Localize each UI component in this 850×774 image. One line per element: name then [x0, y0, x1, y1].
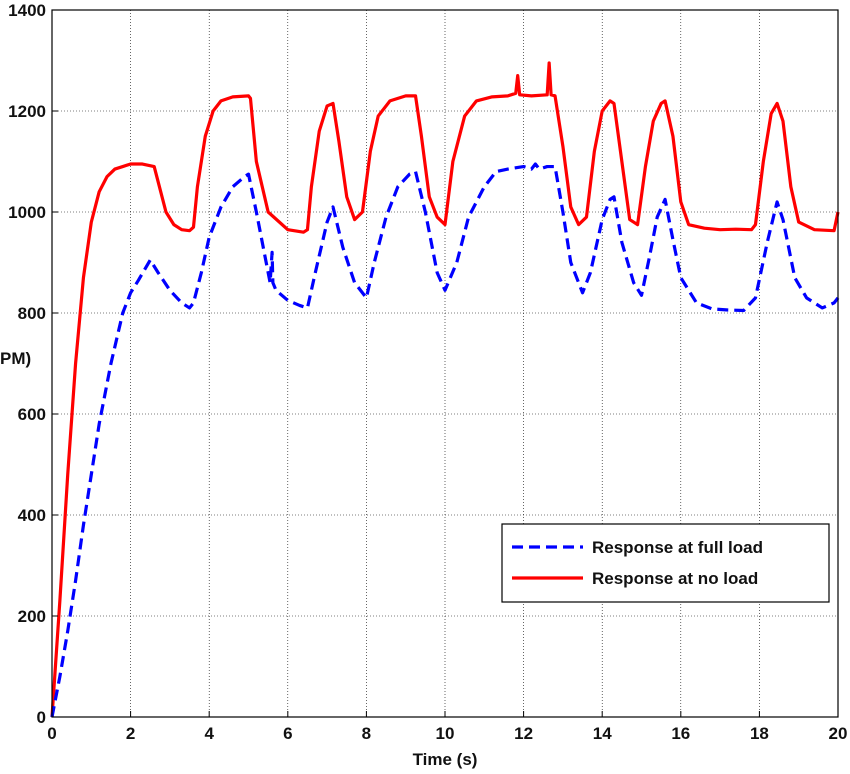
y-tick-label: 800 [18, 304, 46, 323]
legend: Response at full load Response at no loa… [501, 523, 830, 603]
y-tick-label: 1000 [8, 203, 46, 222]
legend-box [501, 523, 830, 603]
x-tick-label: 20 [829, 724, 848, 743]
y-tick-label: 600 [18, 405, 46, 424]
legend-label-no-load: Response at no load [592, 569, 758, 588]
y-tick-label: 0 [37, 708, 46, 727]
x-tick-label: 6 [283, 724, 292, 743]
x-tick-label: 14 [593, 724, 612, 743]
legend-label-full-load: Response at full load [592, 538, 763, 557]
y-tick-label: 1200 [8, 102, 46, 121]
series-line-no-load [50, 61, 840, 718]
y-tick-label: 400 [18, 506, 46, 525]
x-tick-label: 16 [671, 724, 690, 743]
x-axis-title: Time (s) [413, 750, 478, 769]
x-tick-label: 18 [750, 724, 769, 743]
x-tick-label: 2 [126, 724, 135, 743]
x-tick-label: 4 [204, 724, 214, 743]
y-tick-label: 1400 [8, 1, 46, 20]
y-axis-title: PM) [0, 349, 31, 368]
x-tick-label: 8 [362, 724, 371, 743]
axis-ticks: 0 2 4 6 8 10 12 14 16 18 2002004006008001000120014… [8, 1, 847, 743]
x-tick-label: 10 [436, 724, 455, 743]
x-tick-label: 0 [47, 724, 56, 743]
series-group [50, 61, 840, 718]
y-tick-label: 200 [18, 607, 46, 626]
x-tick-label: 12 [514, 724, 533, 743]
grid-lines [52, 10, 838, 717]
